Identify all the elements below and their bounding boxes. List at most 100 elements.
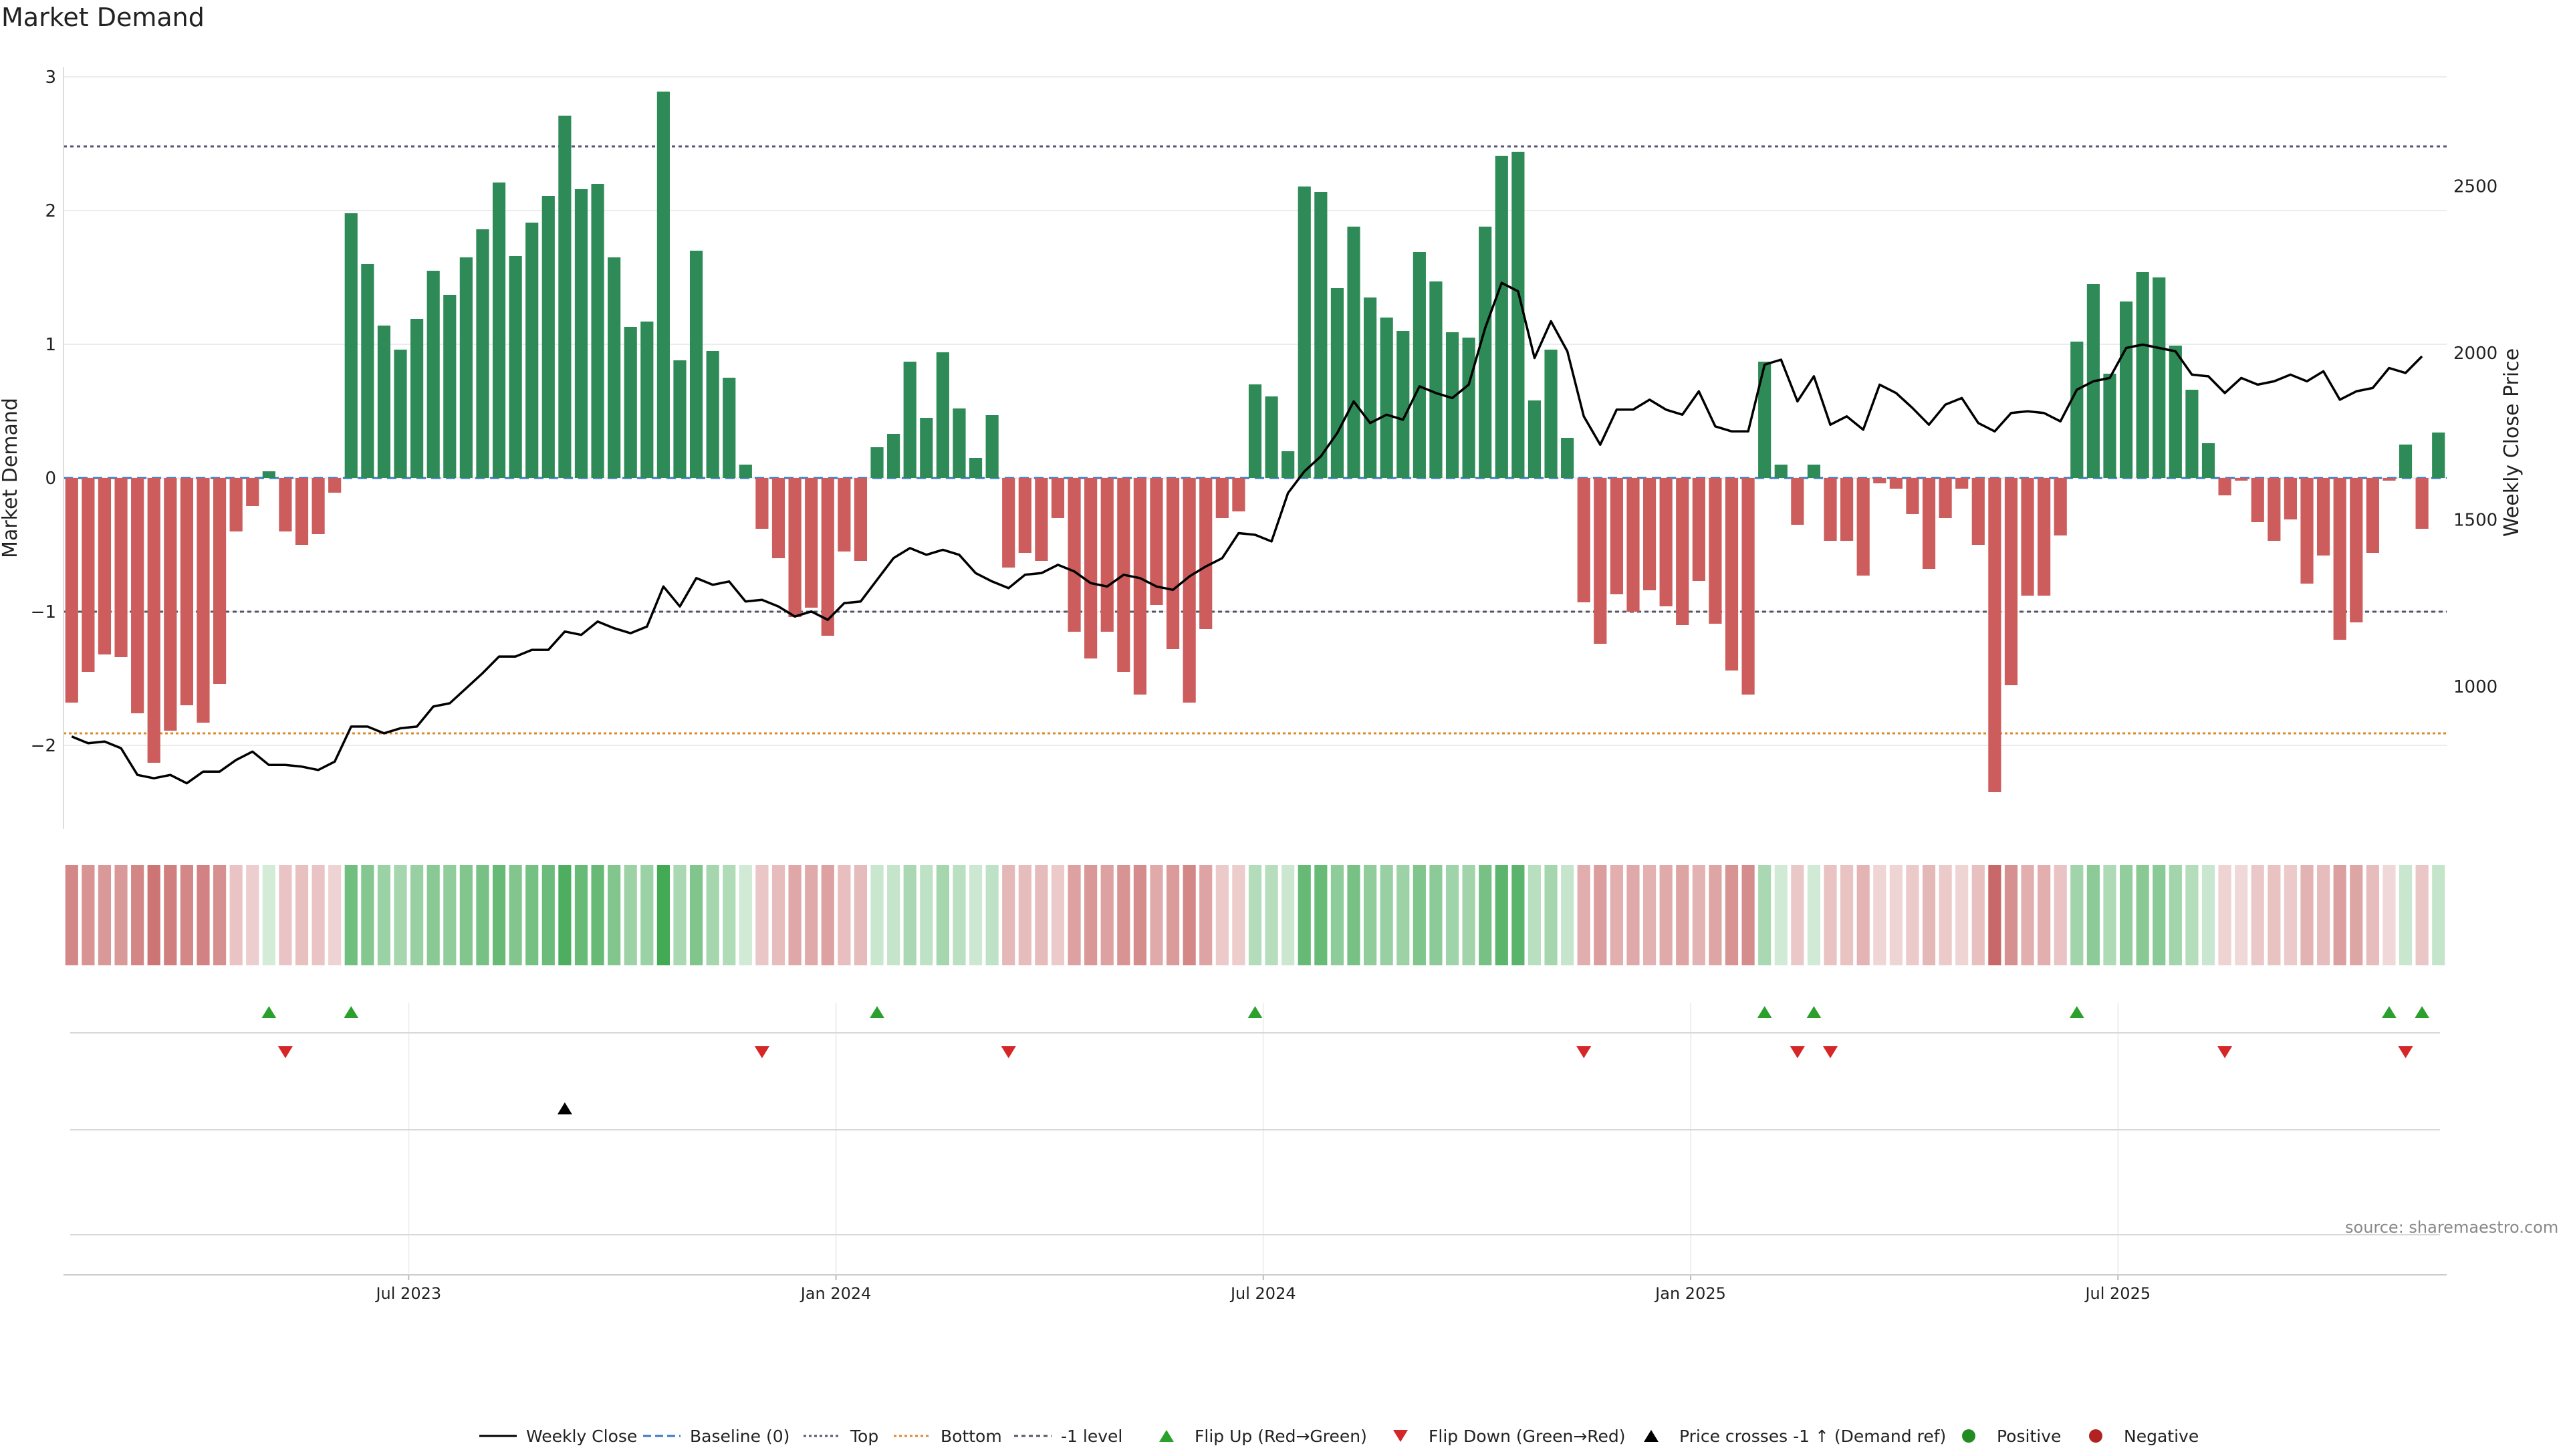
demand-bar <box>1215 478 1229 518</box>
demand-bar <box>591 184 604 478</box>
y-left-tick-label: 0 <box>45 469 56 489</box>
heat-cell <box>624 865 637 965</box>
heat-cell <box>2169 865 2182 965</box>
x-tick-label: Jan 2025 <box>1654 1284 1726 1303</box>
flip-up-marker <box>1806 1006 1822 1018</box>
demand-bar <box>525 223 539 478</box>
market-demand-chart: 3 2 1 0 −1 −2 Market Demand 2500 2000 1500 1000 Wee… <box>0 67 2524 1303</box>
heat-cell <box>1725 865 1739 965</box>
flip-down-marker <box>1001 1046 1016 1058</box>
demand-bar <box>262 471 275 478</box>
weekly-close-line <box>71 281 2423 785</box>
demand-bar <box>1495 156 1508 478</box>
demand-bar <box>114 478 128 657</box>
demand-bar <box>624 327 637 478</box>
heat-cell <box>2136 865 2149 965</box>
heat-cell <box>1709 865 1722 965</box>
demand-bar <box>1807 465 1821 478</box>
heat-cell <box>903 865 916 965</box>
flip-up-marker <box>2069 1006 2084 1018</box>
demand-bar <box>2382 478 2396 481</box>
heat-cell <box>426 865 440 965</box>
heat-cell <box>656 865 670 965</box>
heat-cell <box>1840 865 1854 965</box>
dot-green-icon <box>1962 1429 1975 1443</box>
demand-bar <box>2300 478 2314 584</box>
heat-cell <box>279 865 292 965</box>
heat-cell <box>1659 865 1673 965</box>
legend-item: Baseline (0) <box>642 1416 789 1456</box>
source-note: source: sharemaestro.com <box>2345 1218 2559 1237</box>
demand-bar <box>1774 465 1788 478</box>
demand-bar <box>788 478 802 617</box>
heat-cell <box>985 865 999 965</box>
demand-bar <box>295 478 309 545</box>
y-left-tick-label: 1 <box>45 335 56 355</box>
heat-cell <box>147 865 160 965</box>
heat-cell <box>1232 865 1245 965</box>
heat-cell <box>1248 865 1262 965</box>
heat-cell <box>492 865 506 965</box>
heat-cell <box>689 865 703 965</box>
demand-bar <box>1971 478 1985 545</box>
heat-cell <box>197 865 210 965</box>
demand-bar <box>147 478 160 763</box>
demand-bar <box>1035 478 1048 561</box>
heat-cell <box>509 865 522 965</box>
heat-cell <box>1018 865 1031 965</box>
demand-bar <box>2333 478 2346 640</box>
legend-item: Price crosses -1 ↑ (Demand ref) <box>1631 1416 1946 1456</box>
demand-bar <box>1626 478 1640 612</box>
flip-down-marker <box>1823 1046 1838 1058</box>
heat-cell <box>1824 865 1837 965</box>
demand-bar <box>2004 478 2018 685</box>
demand-bar <box>771 478 785 558</box>
heat-cell <box>2201 865 2215 965</box>
dot-red-icon <box>2089 1429 2102 1443</box>
heat-cell <box>1561 865 1574 965</box>
y-left-tick-label: 2 <box>45 201 56 221</box>
demand-bar <box>2366 478 2379 553</box>
heat-cell <box>2004 865 2018 965</box>
demand-bar <box>1955 478 1969 489</box>
flip-up-marker <box>2381 1006 2397 1018</box>
demand-bar <box>98 478 112 654</box>
demand-bar <box>1084 478 1098 658</box>
flip-up-marker <box>1247 1006 1263 1018</box>
signal-markers <box>64 1006 2447 1276</box>
demand-bar <box>443 295 457 478</box>
heat-cell <box>2300 865 2314 965</box>
demand-bar <box>1856 478 1870 576</box>
heat-cell <box>1807 865 1821 965</box>
heat-cell <box>459 865 473 965</box>
demand-bar <box>2317 478 2330 556</box>
demand-bar <box>1232 478 1245 511</box>
demand-bar <box>1610 478 1623 594</box>
heat-cell <box>246 865 259 965</box>
demand-bar <box>1988 478 2001 792</box>
demand-bar <box>1939 478 1952 518</box>
demand-bar <box>1725 478 1739 671</box>
demand-bar <box>755 478 769 529</box>
y-left-axis-label: Market Demand <box>0 398 22 558</box>
demand-bar <box>394 350 407 478</box>
demand-bar <box>492 183 506 478</box>
demand-bar <box>870 447 884 478</box>
demand-bar <box>476 229 489 478</box>
heat-cell <box>1347 865 1360 965</box>
demand-bar <box>723 378 736 478</box>
demand-bar <box>2251 478 2264 522</box>
demand-bar <box>2399 445 2413 478</box>
demand-bar <box>377 326 391 478</box>
demand-bar <box>2021 478 2034 596</box>
demand-bar <box>689 251 703 478</box>
heat-cell <box>114 865 128 965</box>
heat-cell <box>1298 865 1311 965</box>
heat-cell <box>821 865 834 965</box>
heat-cell <box>574 865 588 965</box>
demand-bar <box>739 465 752 478</box>
heat-cell <box>328 865 342 965</box>
triangle-up-green-icon <box>1159 1430 1174 1442</box>
x-tick-label: Jul 2024 <box>1229 1284 1296 1303</box>
heat-cell <box>1396 865 1410 965</box>
